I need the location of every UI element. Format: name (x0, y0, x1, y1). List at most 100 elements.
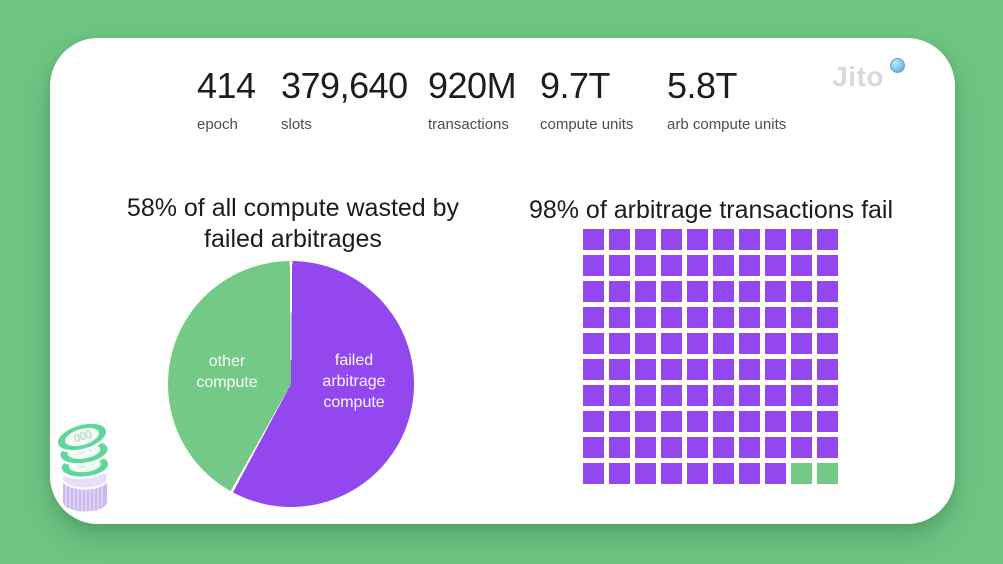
waffle-cell-failed (765, 229, 786, 250)
waffle-cell-failed (817, 333, 838, 354)
stat-label: compute units (540, 116, 634, 133)
waffle-cell-failed (687, 333, 708, 354)
waffle-cell-failed (583, 411, 604, 432)
waffle-cell-failed (739, 333, 760, 354)
waffle-cell-failed (583, 307, 604, 328)
waffle-cell-failed (817, 437, 838, 458)
waffle-cell-failed (687, 359, 708, 380)
waffle-cell-failed (661, 359, 682, 380)
waffle-cell-failed (713, 437, 734, 458)
stat-label: transactions (428, 116, 509, 133)
waffle-cell-failed (687, 385, 708, 406)
stat-transactions: 920M transactions (428, 65, 517, 134)
waffle-cell-failed (687, 255, 708, 276)
waffle-cell-failed (817, 307, 838, 328)
waffle-cell-failed (635, 411, 656, 432)
stat-arb-compute-units: 5.8T arb compute units (667, 65, 787, 134)
waffle-cell-failed (713, 229, 734, 250)
waffle-cell-failed (661, 385, 682, 406)
stat-epoch: 414 epoch (197, 65, 256, 134)
waffle-cell-failed (661, 411, 682, 432)
pie-chart-title: 58% of all compute wasted by failed arbi… (126, 194, 460, 254)
waffle-cell-failed (739, 255, 760, 276)
waffle-chart (583, 229, 838, 484)
waffle-cell-failed (687, 281, 708, 302)
stat-label: epoch (197, 116, 238, 133)
stat-value: 379,640 (281, 65, 408, 106)
waffle-cell-failed (765, 255, 786, 276)
stat-value: 5.8T (667, 65, 738, 106)
waffle-cell-failed (609, 359, 630, 380)
pie-slice-label-failed-arbitrage-compute: failed arbitrage compute (322, 351, 386, 411)
waffle-cell-failed (687, 229, 708, 250)
waffle-cell-failed (583, 333, 604, 354)
waffle-cell-failed (609, 255, 630, 276)
waffle-cell-failed (661, 307, 682, 328)
waffle-cell-failed (713, 411, 734, 432)
waffle-cell-failed (583, 437, 604, 458)
waffle-cell-failed (661, 255, 682, 276)
waffle-cell-failed (739, 385, 760, 406)
waffle-cell-failed (609, 411, 630, 432)
waffle-cell-failed (609, 437, 630, 458)
waffle-cell-failed (583, 229, 604, 250)
waffle-cell-failed (713, 333, 734, 354)
waffle-cell-failed (609, 333, 630, 354)
waffle-cell-failed (817, 359, 838, 380)
waffle-cell-failed (583, 281, 604, 302)
waffle-cell-failed (791, 437, 812, 458)
waffle-cell-failed (817, 385, 838, 406)
stat-value: 414 (197, 65, 256, 106)
waffle-cell-failed (635, 463, 656, 484)
waffle-cell-failed (609, 463, 630, 484)
stat-value: 9.7T (540, 65, 611, 106)
jito-logo: Jito (832, 58, 905, 94)
coin-stack-illustration (55, 421, 111, 514)
waffle-cell-failed (739, 281, 760, 302)
waffle-cell-failed (609, 385, 630, 406)
waffle-cell-other (791, 463, 812, 484)
waffle-cell-other (817, 463, 838, 484)
waffle-cell-failed (687, 463, 708, 484)
stat-value: 920M (428, 65, 517, 106)
waffle-cell-failed (739, 463, 760, 484)
waffle-cell-failed (635, 333, 656, 354)
waffle-cell-failed (661, 229, 682, 250)
waffle-cell-failed (817, 255, 838, 276)
waffle-cell-failed (635, 229, 656, 250)
jito-logo-ball-icon (890, 58, 905, 73)
waffle-cell-failed (791, 307, 812, 328)
stat-compute-units: 9.7T compute units (540, 65, 634, 134)
waffle-cell-failed (609, 281, 630, 302)
waffle-cell-failed (635, 385, 656, 406)
stat-label: slots (281, 116, 312, 133)
waffle-cell-failed (765, 411, 786, 432)
waffle-cell-failed (739, 307, 760, 328)
stat-label: arb compute units (667, 116, 787, 133)
stat-slots: 379,640 slots (281, 65, 408, 134)
waffle-cell-failed (739, 411, 760, 432)
waffle-cell-failed (661, 463, 682, 484)
waffle-cell-failed (739, 229, 760, 250)
waffle-cell-failed (817, 229, 838, 250)
waffle-cell-failed (635, 359, 656, 380)
waffle-cell-failed (791, 255, 812, 276)
waffle-cell-failed (791, 385, 812, 406)
waffle-cell-failed (817, 411, 838, 432)
waffle-cell-failed (687, 411, 708, 432)
waffle-cell-failed (687, 307, 708, 328)
waffle-cell-failed (765, 359, 786, 380)
jito-logo-text: Jito (832, 61, 884, 92)
waffle-cell-failed (713, 359, 734, 380)
dashboard-card: 414 epoch 379,640 slots 920M transaction… (50, 38, 955, 524)
waffle-cell-failed (765, 307, 786, 328)
waffle-cell-failed (635, 255, 656, 276)
waffle-cell-failed (661, 281, 682, 302)
waffle-cell-failed (687, 437, 708, 458)
waffle-cell-failed (635, 437, 656, 458)
waffle-cell-failed (791, 359, 812, 380)
waffle-cell-failed (765, 385, 786, 406)
waffle-cell-failed (765, 281, 786, 302)
waffle-cell-failed (713, 307, 734, 328)
waffle-cell-failed (739, 359, 760, 380)
